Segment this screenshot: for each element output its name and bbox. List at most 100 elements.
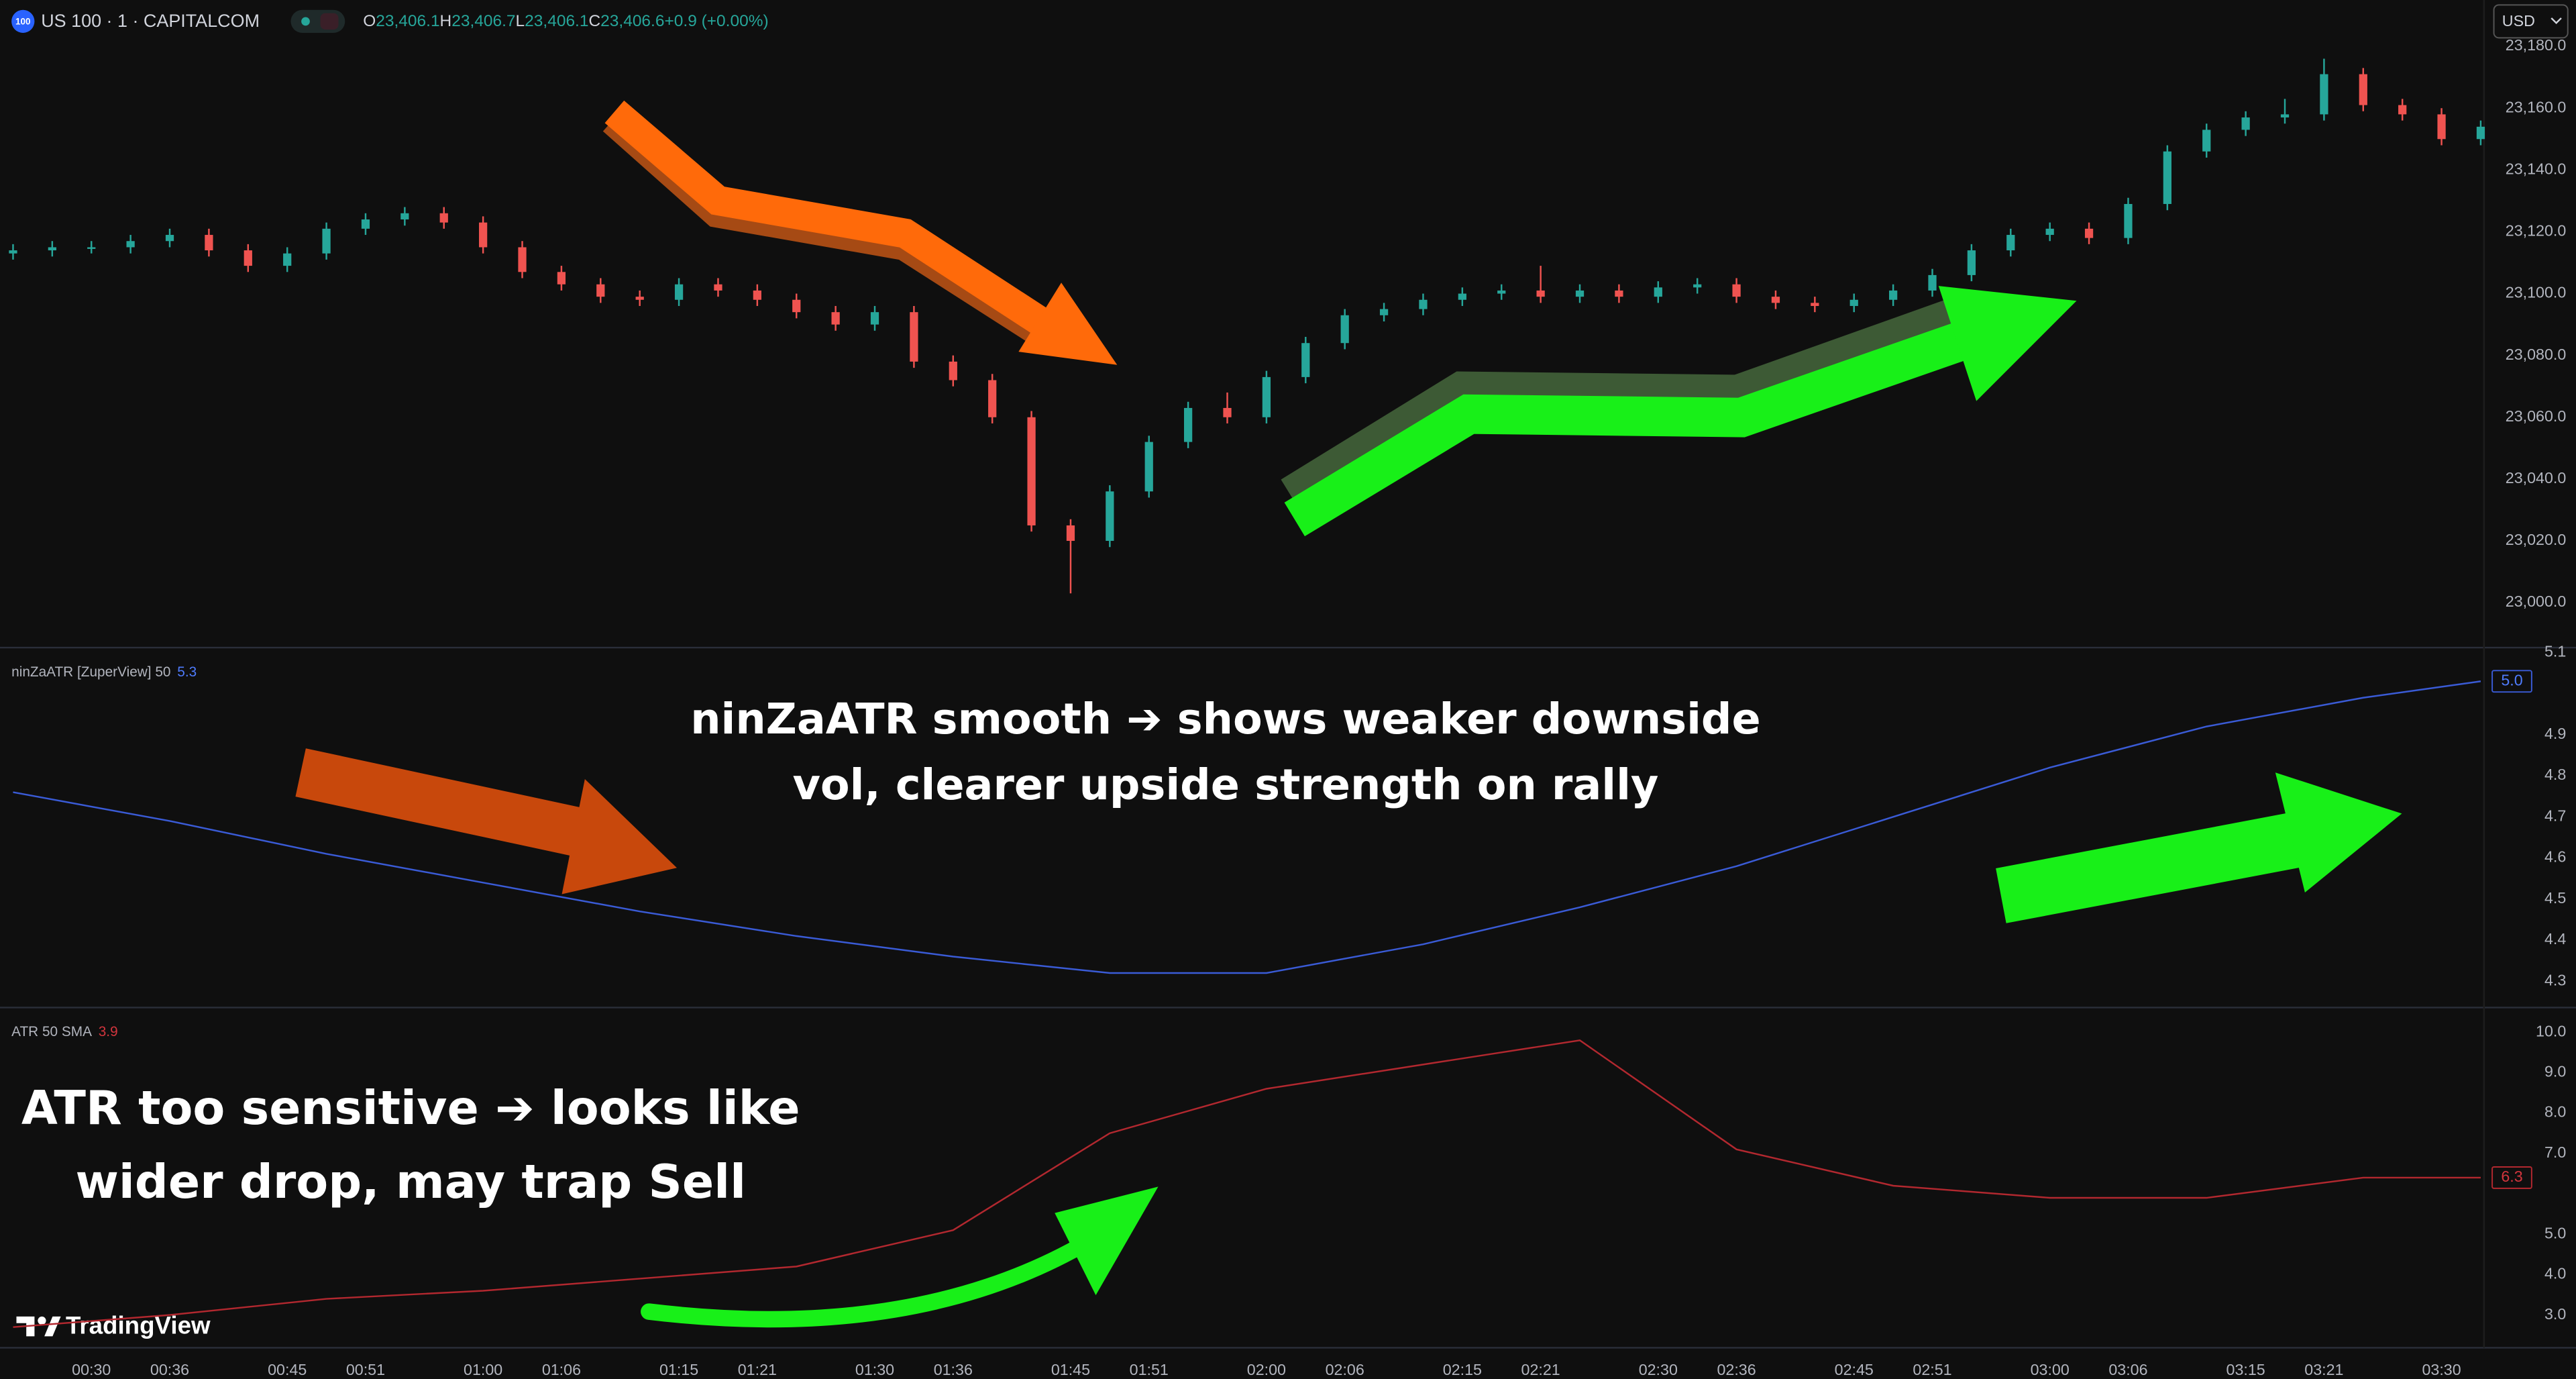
y-tick-label: 4.5 (2544, 889, 2566, 907)
candle-body (87, 247, 96, 249)
ohlc-value: 23,406.7 (451, 13, 515, 31)
indicator-line (13, 1039, 2481, 1328)
y-tick-label: 5.1 (2544, 643, 2566, 660)
annotation: ATR too sensitive ➔ looks like (21, 1081, 800, 1135)
x-tick-label: 00:30 (72, 1361, 111, 1378)
candle-body (1771, 297, 1780, 303)
annotation: ninZaATR smooth ➔ shows weaker downside (690, 695, 1760, 744)
pane: 4.3 4.4 4.5 4.6 4.7 4.8 4.9 5.1 ninZaATR [ZuperV… (11, 643, 2566, 989)
arrow-green-pane (1996, 772, 2402, 923)
indicator-line (13, 680, 2481, 974)
candle-body (400, 213, 409, 220)
candle-body (518, 247, 527, 272)
candle-body (1458, 293, 1466, 300)
y-tick-label: 23,020.0 (2506, 531, 2567, 548)
x-tick-label: 01:51 (1130, 1361, 1169, 1378)
candle-body (1889, 290, 1898, 300)
last-value-box (2491, 1166, 2532, 1189)
status-icon (320, 13, 339, 30)
x-tick-label: 01:30 (855, 1361, 894, 1378)
x-tick-label: 03:15 (2226, 1361, 2265, 1378)
candle-body (674, 284, 684, 300)
y-tick-label: 23,100.0 (2506, 284, 2567, 301)
candle-body (1654, 287, 1662, 297)
candle-body (870, 312, 879, 325)
ohlc-value: 23,406.1 (525, 13, 588, 31)
pane: 23,000.0 23,020.0 23,040.0 23,060.0 23,080.0… (9, 36, 2566, 610)
currency-button[interactable] (2493, 4, 2569, 39)
candle-body (48, 247, 56, 251)
last-value-label: 5.0 (2501, 671, 2522, 688)
y-tick-label: 23,040.0 (2506, 469, 2567, 487)
x-tick-label: 02:45 (1835, 1361, 1874, 1378)
y-tick-label: 4.3 (2544, 971, 2566, 988)
candle-body (1027, 417, 1036, 525)
y-tick-label: 5.0 (2544, 1224, 2566, 1241)
candle-body (2045, 228, 2054, 236)
x-tick-label: 02:21 (1521, 1361, 1560, 1378)
y-tick-label: 4.7 (2544, 807, 2566, 824)
candle-body (1615, 290, 1623, 297)
x-tick-label: 02:36 (1717, 1361, 1756, 1378)
x-tick-label: 01:21 (738, 1361, 777, 1378)
ohlc-key: C (588, 13, 600, 31)
x-tick-label: 02:15 (1443, 1361, 1482, 1378)
symbol-badge (11, 9, 35, 33)
candle-body (2398, 105, 2407, 115)
x-tick-label: 01:36 (934, 1361, 973, 1378)
y-tick-label: 9.0 (2544, 1063, 2566, 1080)
candle-body (1419, 299, 1428, 309)
x-tick-label: 03:00 (2031, 1361, 2070, 1378)
candle-body (1575, 290, 1585, 297)
status-dot (301, 17, 310, 26)
candle-body (244, 250, 252, 266)
y-tick-label: 4.0 (2544, 1265, 2566, 1282)
ohlc-legend: O23,406.1H23,406.7L23,406.1C23,406.6+0.9… (363, 13, 768, 31)
candle-body (1967, 250, 1976, 275)
y-tick-label: 8.0 (2544, 1103, 2566, 1121)
y-tick-label: 23,080.0 (2506, 346, 2567, 363)
arrow-green-top (1281, 286, 2077, 537)
y-tick-label: 4.6 (2544, 848, 2566, 866)
pane-legend: ninZaATR [ZuperView] 50 5.3 (11, 664, 197, 679)
candle-body (283, 253, 292, 266)
pane: 3.0 4.0 5.0 7.0 8.0 9.0 10.0 00:30 00:36 00:45 00:… (11, 1022, 2566, 1378)
candle-body (2124, 203, 2133, 238)
brand-name: TradingView (66, 1312, 211, 1339)
pane-legend-value: 5.3 (177, 664, 197, 679)
y-tick-label: 4.9 (2544, 725, 2566, 742)
x-tick-label: 01:15 (659, 1361, 698, 1378)
symbol-badge-text: 100 (15, 17, 30, 27)
brand-logo (16, 1316, 61, 1337)
ohlc-key: L (516, 13, 525, 31)
ohlc-change: +0.9 (+0.00%) (664, 13, 768, 31)
x-tick-label: 01:06 (542, 1361, 581, 1378)
candle-body (596, 284, 605, 297)
candle-body (753, 290, 761, 300)
candle-body (2163, 151, 2171, 204)
candle-body (2084, 228, 2094, 238)
x-tick-label: 01:00 (464, 1361, 502, 1378)
candle-body (2241, 117, 2250, 130)
y-tick-label: 10.0 (2536, 1022, 2566, 1039)
candle-body (2359, 74, 2367, 105)
candle-body (1536, 290, 1545, 297)
candle-body (714, 284, 722, 291)
candle-body (1811, 303, 1819, 306)
x-tick-label: 01:45 (1051, 1361, 1090, 1378)
arrow-orange-top (602, 100, 1118, 365)
symbol-title: US 100 · 1 · CAPITALCOM (41, 11, 260, 31)
y-tick-label: 23,140.0 (2506, 160, 2567, 177)
ohlc-key: H (440, 13, 452, 31)
y-tick-label: 23,160.0 (2506, 98, 2567, 115)
candle-body (1849, 299, 1858, 306)
candle-body (557, 272, 566, 285)
candle-body (1379, 309, 1389, 315)
candle-body (635, 297, 644, 300)
last-value-label: 6.3 (2501, 1168, 2522, 1185)
candle-body (165, 235, 174, 242)
currency-label: USD (2502, 12, 2535, 30)
candle-body (1301, 343, 1310, 377)
annotation: vol, clearer upside strength on rally (792, 760, 1658, 810)
